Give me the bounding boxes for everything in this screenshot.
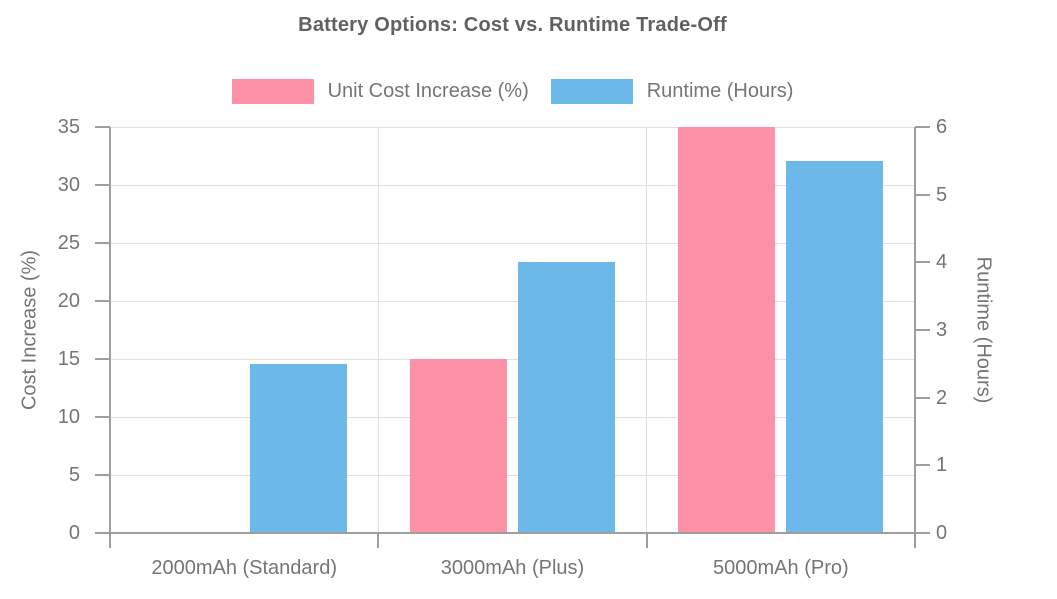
y-tick-label-right: 1 [936,454,948,477]
x-category-label: 5000mAh (Pro) [713,557,849,579]
y-axis-right-tick [915,464,930,467]
y-axis-right-tick [915,193,930,196]
y-tick-label-left: 10 [57,406,80,428]
y-axis-left-line [109,127,111,533]
y-tick-label-left: 20 [57,290,80,312]
legend-swatch-unit-cost [231,78,314,104]
y-axis-left-tick [95,126,110,128]
legend-swatch-runtime [550,78,633,104]
y-axis-left-title: Cost Increase (%) [18,249,41,411]
y-axis-right-tick [915,261,930,264]
gridline-h [110,126,915,128]
y-axis-left-tick [95,358,110,360]
y-tick-label-right: 4 [936,251,948,274]
legend: Unit Cost Increase (%) Runtime (Hours) [110,76,915,106]
x-category-label: 2000mAh (Standard) [151,557,337,579]
y-tick-label-right: 6 [936,116,948,138]
y-tick-label-right: 3 [936,319,948,341]
y-tick-label-right: 5 [936,183,948,206]
bar-runtime-1[interactable] [518,262,615,533]
bar-cost-1[interactable] [410,359,507,533]
legend-label-unit-cost: Unit Cost Increase (%) [327,79,529,102]
legend-item-runtime[interactable]: Runtime (Hours) [550,78,794,104]
y-axis-left-tick [95,300,110,302]
gridline-v [646,127,648,533]
x-axis-tick [914,533,916,548]
chart-title: Battery Options: Cost vs. Runtime Trade-… [298,14,727,36]
gridline-h [110,300,915,302]
y-tick-label-left: 15 [57,348,80,370]
y-tick-label-right: 2 [936,386,948,409]
gridline-h [110,242,915,244]
y-axis-right-tick [915,396,930,399]
x-axis-tick [645,533,648,548]
y-axis-left-tick [95,416,110,418]
gridline-h [110,416,915,418]
y-tick-label-right: 0 [936,522,948,544]
y-axis-right-tick [915,329,930,331]
legend-item-unit-cost[interactable]: Unit Cost Increase (%) [231,78,529,104]
y-axis-left-tick [95,184,110,186]
y-axis-left-tick [95,474,110,476]
y-tick-label-left: 25 [57,232,80,254]
y-axis-left-tick [95,242,110,244]
gridline-h [110,184,915,186]
y-axis-right-tick [915,126,930,128]
y-tick-label-left: 35 [57,116,80,138]
y-tick-label-left: 5 [68,464,80,486]
x-category-label: 3000mAh (Plus) [440,557,585,579]
legend-label-runtime: Runtime (Hours) [646,79,794,102]
bar-cost-2[interactable] [678,127,776,533]
y-tick-label-left: 30 [57,174,80,196]
bar-runtime-2[interactable] [786,160,884,533]
y-axis-right-title: Runtime (Hours) [972,256,995,404]
y-axis-right-tick [915,532,930,534]
x-axis-line [109,532,916,534]
y-axis-left-tick [95,532,110,534]
y-tick-label-left: 0 [68,522,80,544]
x-axis-tick [109,533,111,548]
gridline-v [377,127,379,533]
bar-runtime-0[interactable] [249,363,347,533]
x-axis-tick [377,533,380,548]
gridline-h [110,358,915,360]
gridline-h [110,474,915,476]
